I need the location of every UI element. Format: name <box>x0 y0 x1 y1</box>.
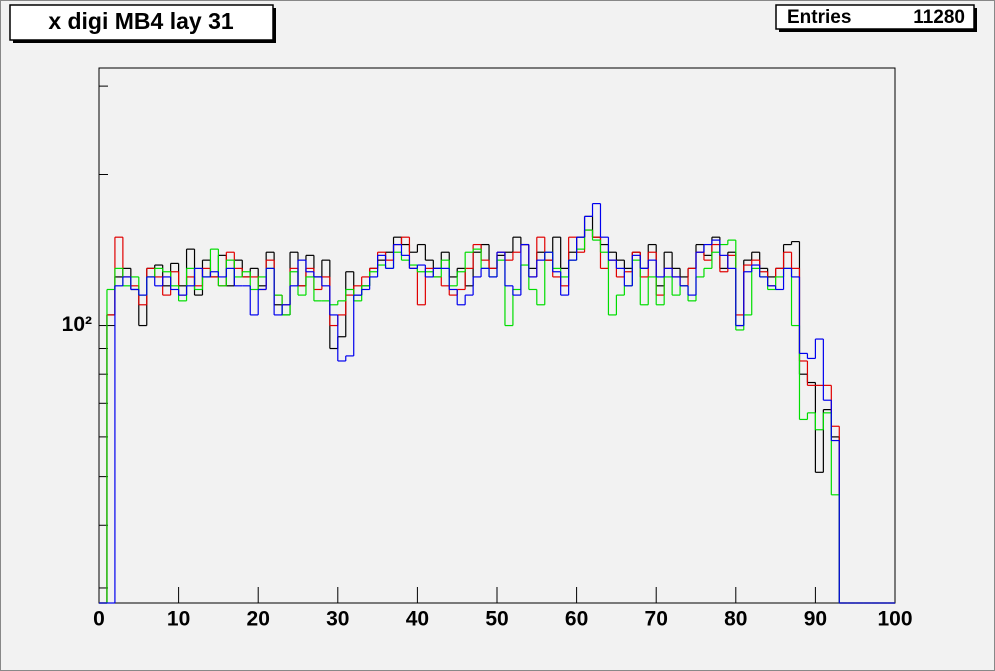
x-tick-label: 20 <box>247 608 270 631</box>
x-tick-label: 40 <box>406 608 429 631</box>
x-tick-label: 60 <box>565 608 588 631</box>
stats-value: 11280 <box>913 7 965 28</box>
x-tick-label: 90 <box>804 608 827 631</box>
plot-frame <box>98 67 896 604</box>
x-tick-label: 70 <box>645 608 668 631</box>
chart-title: x digi MB4 lay 31 <box>48 8 234 34</box>
x-tick-label: 80 <box>724 608 747 631</box>
title-box <box>9 4 274 41</box>
y-tick-label: 10² <box>62 313 92 336</box>
x-tick-label: 50 <box>485 608 508 631</box>
x-tick-label: 100 <box>877 608 912 631</box>
x-tick-label: 10 <box>167 608 190 631</box>
stats-box <box>775 4 975 30</box>
x-tick-label: 30 <box>326 608 349 631</box>
x-tick-label: 0 <box>93 608 105 631</box>
stats-label: Entries <box>787 7 851 28</box>
